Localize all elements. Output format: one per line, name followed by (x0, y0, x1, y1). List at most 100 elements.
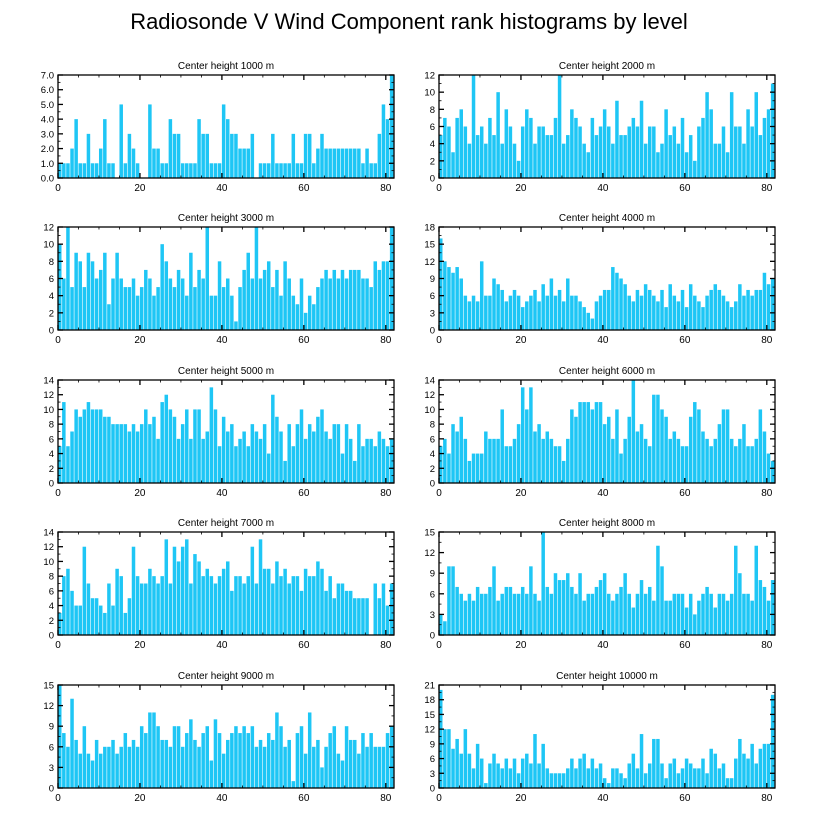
histogram-bar (672, 758, 677, 788)
histogram-bar (717, 593, 722, 635)
histogram-bar (234, 321, 238, 330)
histogram-bar (74, 409, 78, 483)
histogram-bar (217, 446, 222, 483)
histogram-bar (758, 409, 763, 483)
y-tick-label: 18 (424, 695, 435, 706)
x-tick-label: 20 (134, 640, 146, 651)
histogram-bar (459, 416, 463, 483)
histogram-bar (488, 763, 492, 788)
histogram-bar (135, 431, 140, 483)
histogram-bar (516, 773, 521, 788)
histogram-bar (746, 109, 750, 178)
x-tick-label: 0 (436, 488, 442, 499)
x-tick-label: 40 (216, 335, 228, 346)
histogram-bar (561, 301, 566, 330)
histogram-bar (738, 573, 742, 635)
histogram-bar (373, 446, 378, 483)
x-tick-label: 80 (761, 640, 773, 651)
histogram-bar (705, 295, 709, 330)
histogram-bar (324, 269, 328, 330)
histogram-bar (144, 733, 148, 788)
histogram-bar (447, 566, 451, 635)
histogram-bar (193, 287, 197, 330)
histogram-bar (770, 460, 775, 483)
histogram-bar (607, 593, 611, 635)
histogram-bar (365, 438, 369, 483)
histogram-bar (271, 133, 275, 178)
histogram-bar (152, 576, 156, 635)
histogram-bar (684, 607, 689, 635)
histogram-bar (172, 133, 177, 178)
histogram-bar (185, 295, 189, 330)
histogram-bar (746, 758, 750, 788)
histogram-bar (332, 148, 337, 178)
histogram-bar (672, 431, 677, 483)
histogram-bar (664, 307, 668, 330)
histogram-bar (664, 109, 668, 178)
histogram-bar (299, 163, 304, 178)
y-tick-label: 9 (430, 274, 435, 285)
histogram-bar (283, 746, 287, 788)
histogram-bar (553, 117, 558, 178)
histogram-bar (209, 163, 214, 178)
histogram-bar (451, 424, 455, 483)
panel-10: Center height 10000 m 0 20 40 60 80 0 3 6 9 12 15 18… (424, 671, 776, 804)
histogram-bar (144, 583, 148, 635)
histogram-bar (74, 605, 78, 635)
histogram-bar (357, 753, 361, 788)
histogram-bar (123, 287, 128, 330)
histogram-bar (684, 758, 689, 788)
histogram-bar (131, 424, 136, 483)
histogram-bar (172, 726, 177, 788)
histogram-bar (439, 135, 443, 178)
histogram-bar (262, 746, 267, 788)
histogram-bar (279, 431, 283, 483)
x-tick-label: 40 (597, 793, 609, 804)
histogram-bar (189, 252, 193, 330)
histogram-bar (160, 163, 164, 178)
histogram-bar (713, 753, 718, 788)
y-tick-label: 4 (49, 601, 54, 612)
histogram-bar (131, 739, 136, 788)
histogram-bar (508, 586, 513, 635)
histogram-bar (139, 287, 144, 330)
histogram-bar (594, 135, 599, 178)
histogram-bar (385, 261, 390, 330)
y-tick-label: 12 (43, 542, 54, 553)
histogram-bar (70, 590, 74, 635)
histogram-bar (688, 416, 693, 483)
histogram-bar (455, 431, 459, 483)
histogram-bar (148, 278, 152, 330)
histogram-bar (623, 438, 627, 483)
histogram-bar (680, 593, 685, 635)
histogram-bar (717, 143, 722, 178)
histogram-bar (312, 163, 316, 178)
histogram-bar (582, 600, 586, 635)
figure-title: Radiosonde V Wind Component rank histogr… (130, 9, 688, 34)
histogram-bar (283, 163, 287, 178)
histogram-bar (332, 269, 337, 330)
histogram-bar (611, 143, 615, 178)
histogram-bar (180, 424, 185, 483)
histogram-bar (295, 304, 300, 330)
x-tick-label: 80 (380, 488, 392, 499)
histogram-bar (238, 287, 242, 330)
histogram-bar (234, 576, 238, 635)
histogram-bar (439, 446, 443, 483)
histogram-bar (328, 576, 332, 635)
histogram-bar (496, 92, 500, 178)
histogram-bar (107, 416, 111, 483)
histogram-bar (58, 446, 62, 483)
histogram-bar (70, 431, 74, 483)
panel-3: Center height 3000 m 0 20 40 60 80 0 2 4 6 8 10 12 (43, 213, 395, 346)
histogram-bar (107, 163, 111, 178)
histogram-bar (201, 133, 205, 178)
y-tick-label: 2 (430, 156, 435, 167)
y-tick-label: 12 (424, 390, 435, 401)
histogram-bar (111, 424, 115, 483)
histogram-bar (516, 295, 521, 330)
histogram-bar (455, 267, 459, 330)
histogram-bar (164, 539, 169, 635)
histogram-bar (467, 460, 472, 483)
histogram-bar (144, 409, 148, 483)
